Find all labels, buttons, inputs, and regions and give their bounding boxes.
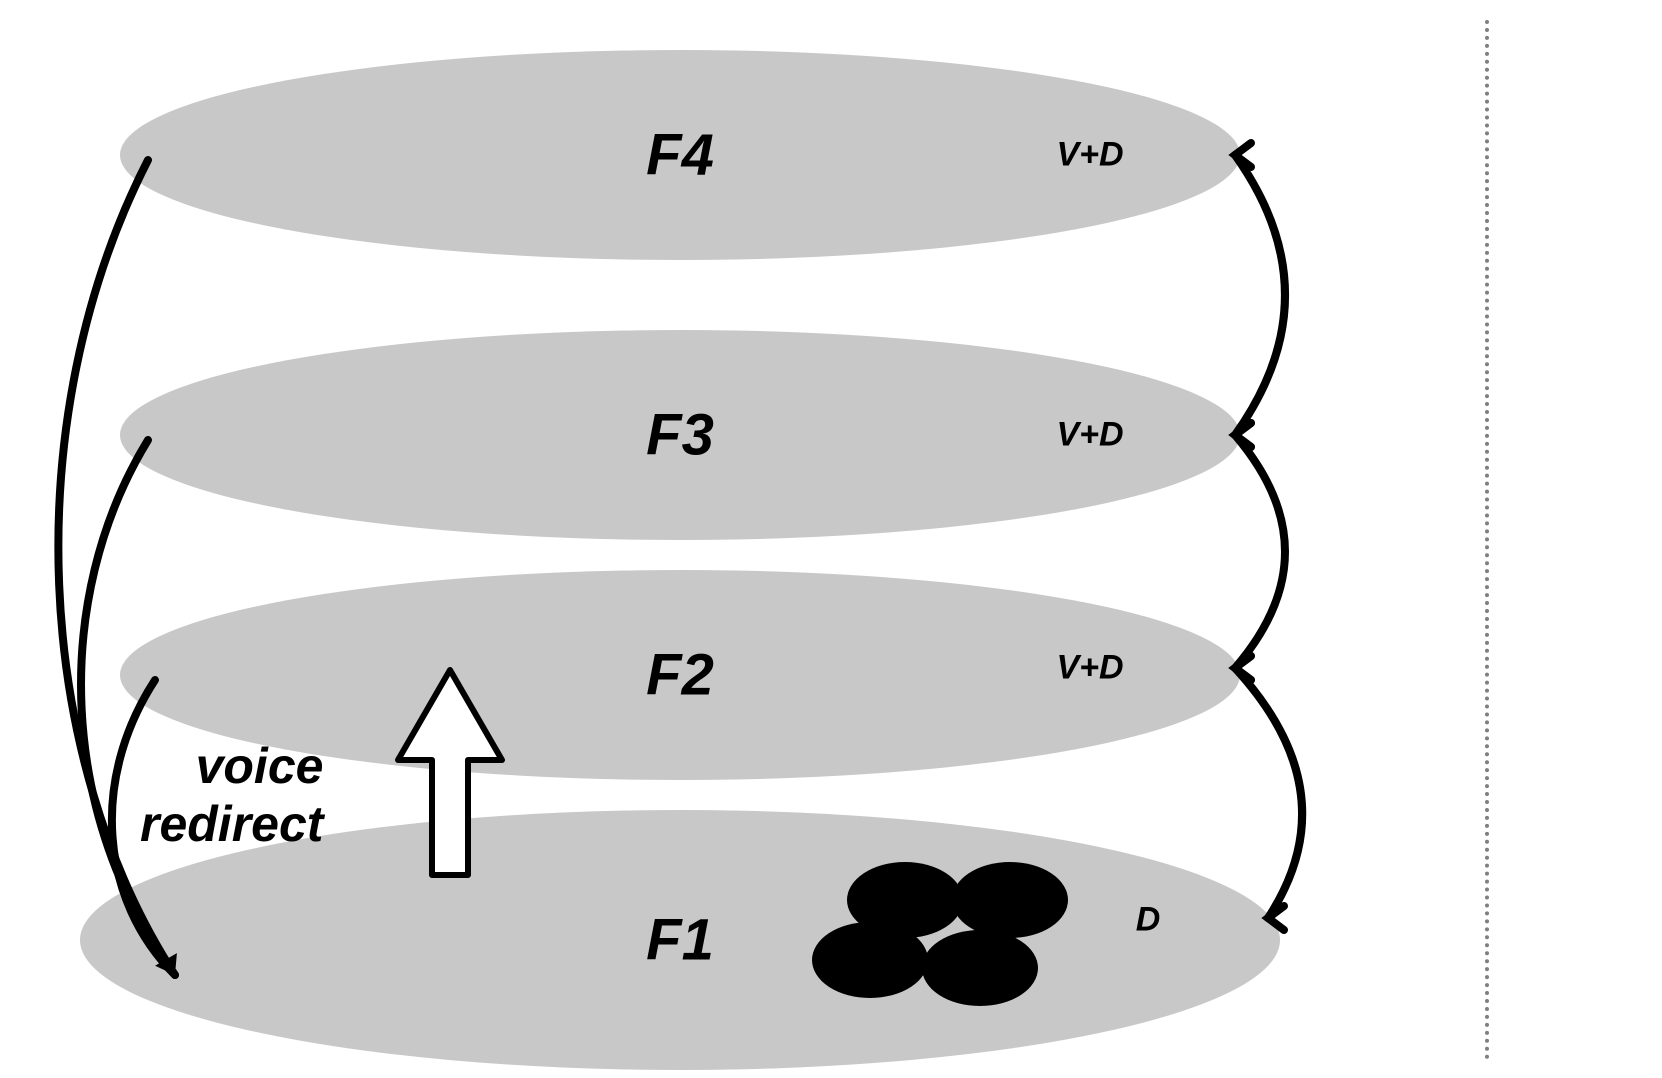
- right-divider: [1485, 20, 1489, 1060]
- voice-redirect-line2: redirect: [140, 796, 323, 852]
- voice-redirect-line1: voice: [196, 738, 324, 794]
- layer-f2-tag: V+D: [1056, 649, 1123, 688]
- layer-f3-tag: V+D: [1056, 416, 1123, 455]
- layer-f1-label: F1: [646, 907, 714, 974]
- layer-f3-label: F3: [646, 402, 714, 469]
- layer-f2-label: F2: [646, 642, 714, 709]
- node-2: [952, 862, 1068, 938]
- layer-f1-tag: D: [1136, 901, 1161, 940]
- diagram-canvas: F4 F3 F2 F1 V+D V+D V+D D voice redirect: [0, 0, 1662, 1078]
- node-3: [812, 922, 928, 998]
- layer-f4-label: F4: [646, 122, 714, 189]
- layer-f4-tag: V+D: [1056, 136, 1123, 175]
- voice-redirect-label: voice redirect: [140, 738, 323, 853]
- node-4: [922, 930, 1038, 1006]
